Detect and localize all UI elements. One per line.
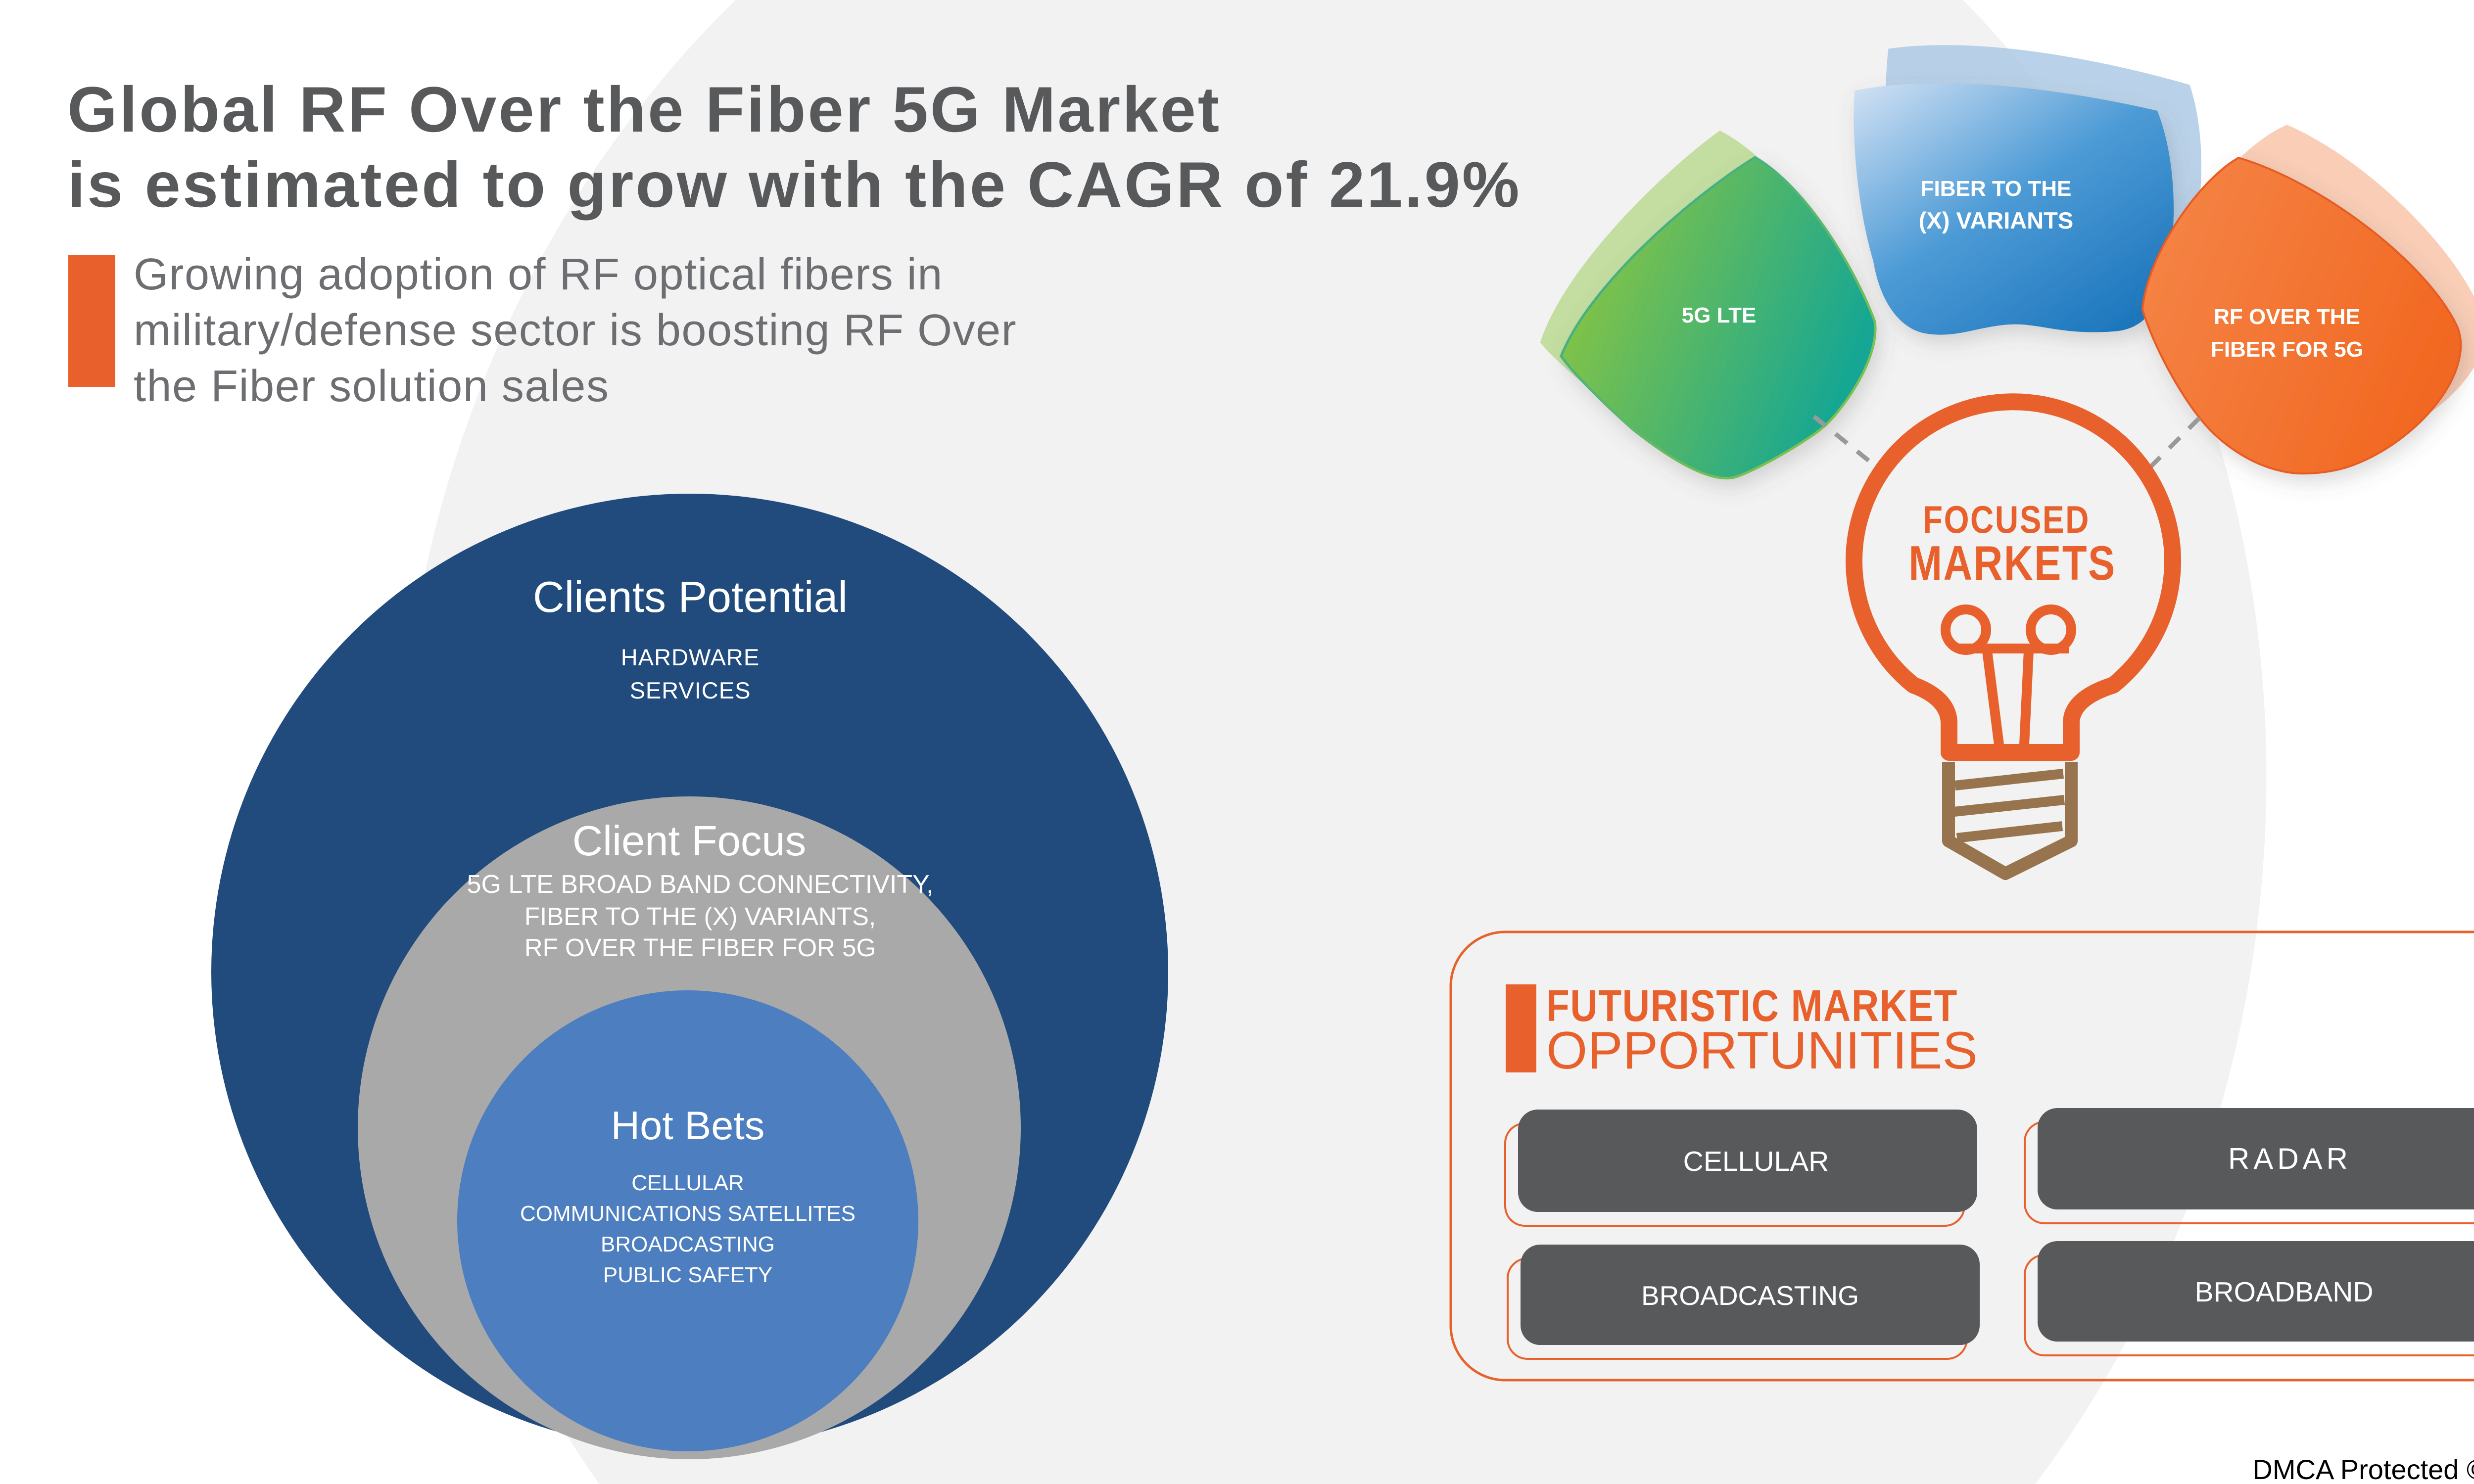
svg-text:CELLULAR: CELLULAR (631, 1171, 744, 1195)
svg-text:is estimated to grow with the: is estimated to grow with the CAGR of 21… (67, 148, 1522, 221)
svg-text:Global RF Over the Fiber 5G Ma: Global RF Over the Fiber 5G Market (67, 73, 1221, 145)
svg-text:military/defense sector is boo: military/defense sector is boosting RF O… (134, 306, 1017, 355)
svg-text:(X) VARIANTS: (X) VARIANTS (1919, 207, 2073, 233)
svg-text:FOCUSED: FOCUSED (1923, 499, 2090, 542)
svg-text:Client Focus: Client Focus (572, 818, 806, 865)
svg-text:CELLULAR: CELLULAR (1683, 1146, 1829, 1177)
svg-text:Clients Potential: Clients Potential (533, 572, 848, 621)
svg-text:RADAR: RADAR (2228, 1142, 2352, 1175)
svg-text:RF OVER THE FIBER FOR 5G: RF OVER THE FIBER FOR 5G (524, 933, 876, 962)
svg-text:Hot Bets: Hot Bets (611, 1104, 765, 1148)
svg-text:HARDWARE: HARDWARE (621, 644, 760, 670)
svg-text:FIBER FOR 5G: FIBER FOR 5G (2211, 337, 2363, 362)
svg-text:RF OVER THE: RF OVER THE (2214, 305, 2360, 329)
svg-text:MARKETS: MARKETS (1908, 536, 2116, 591)
svg-text:5G LTE: 5G LTE (1682, 303, 1757, 327)
svg-text:COMMUNICATIONS SATELLITES: COMMUNICATIONS SATELLITES (520, 1202, 856, 1226)
svg-text:FIBER TO THE (X) VARIANTS,: FIBER TO THE (X) VARIANTS, (524, 902, 876, 930)
svg-text:SERVICES: SERVICES (630, 677, 751, 703)
svg-text:BROADCASTING: BROADCASTING (1641, 1280, 1859, 1311)
svg-text:BROADCASTING: BROADCASTING (601, 1232, 775, 1256)
svg-text:FIBER TO THE: FIBER TO THE (1921, 177, 2072, 201)
svg-text:5G LTE BROAD BAND CONNECTIVITY: 5G LTE BROAD BAND CONNECTIVITY, (467, 870, 934, 899)
svg-text:OPPORTUNITIES: OPPORTUNITIES (1546, 1020, 1978, 1080)
svg-text:Growing adoption of RF optical: Growing adoption of RF optical fibers in (134, 250, 943, 299)
svg-text:BROADBAND: BROADBAND (2194, 1276, 2373, 1308)
svg-text:FUTURISTIC MARKET: FUTURISTIC MARKET (1546, 980, 1958, 1030)
svg-text:the Fiber solution sales: the Fiber solution sales (134, 362, 610, 411)
svg-text:PUBLIC SAFETY: PUBLIC SAFETY (603, 1263, 772, 1287)
svg-text:DMCA Protected © DataBridge: DMCA Protected © DataBridge (2252, 1454, 2474, 1484)
